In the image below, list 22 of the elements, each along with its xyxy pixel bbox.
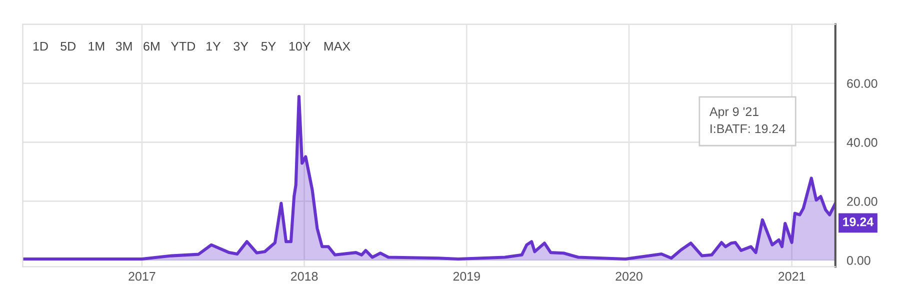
annotation: 6M: [144, 42, 160, 51]
x-tick-label: 2020: [616, 272, 642, 281]
annotation: 5D: [60, 42, 76, 51]
annotation: 1D: [33, 42, 48, 51]
annotation: 1Y: [206, 42, 221, 51]
annotation: 10Y: [289, 42, 310, 51]
y-tick-label: 0.00: [846, 256, 870, 265]
annotation: Apr 9 '21 I:BATF: 19.24: [709, 107, 786, 134]
x-tick-label: 2019: [453, 272, 480, 281]
annotation: 5Y: [261, 42, 276, 51]
x-tick-label: 2021: [778, 272, 806, 281]
annotation: 3M: [116, 42, 132, 51]
annotation: 3Y: [234, 42, 248, 51]
y-tick-label: 60.00: [847, 79, 878, 88]
annotation: 1M: [88, 42, 104, 51]
y-tick-label: 20.00: [847, 197, 878, 206]
x-tick-label: 2018: [291, 272, 318, 281]
annotation: MAX: [324, 42, 350, 51]
annotation: 19.24: [843, 217, 874, 226]
x-tick-label: 2017: [128, 272, 156, 281]
annotation: YTD: [170, 42, 196, 51]
y-tick-label: 40.00: [846, 138, 878, 147]
